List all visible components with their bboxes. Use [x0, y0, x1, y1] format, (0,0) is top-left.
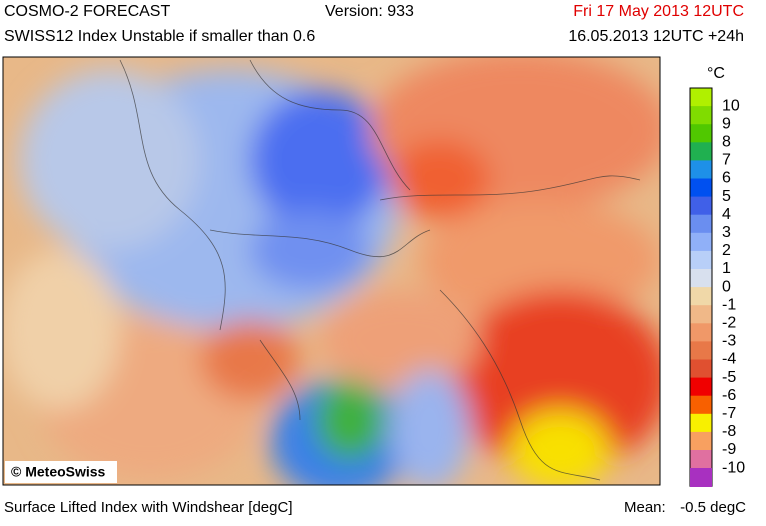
- legend-label: -10: [722, 459, 745, 476]
- legend-swatch: [690, 323, 712, 342]
- legend-label: 10: [722, 97, 740, 114]
- legend-swatch: [690, 250, 712, 270]
- mean-label: Mean:: [624, 499, 666, 516]
- legend-label: 2: [722, 242, 731, 259]
- legend-swatch: [690, 341, 712, 360]
- legend-label: -2: [722, 315, 736, 332]
- legend-label: -1: [722, 296, 736, 313]
- legend-label: -5: [722, 369, 736, 386]
- legend-label: -3: [722, 333, 736, 350]
- legend-swatch: [690, 232, 712, 252]
- map-frame: [2, 56, 661, 486]
- legend-unit: °C: [707, 65, 725, 82]
- run-time: 16.05.2013 12UTC +24h: [568, 28, 744, 45]
- legend-label: -6: [722, 387, 736, 404]
- legend-swatch: [690, 160, 712, 179]
- legend-label: -9: [722, 441, 736, 458]
- legend-swatch: [690, 377, 712, 397]
- legend-swatch: [690, 269, 712, 288]
- legend-swatch: [690, 431, 712, 451]
- legend-swatch: [690, 305, 712, 324]
- footer-description: Surface Lifted Index with Windshear [deg…: [4, 499, 293, 516]
- legend-swatch: [690, 359, 712, 379]
- legend-swatch: [690, 88, 712, 107]
- legend-swatch: [690, 106, 712, 125]
- legend-label: 5: [722, 188, 731, 205]
- mean-value: -0.5 degC: [680, 499, 746, 516]
- legend-label: 7: [722, 152, 731, 169]
- legend-swatch: [690, 287, 712, 306]
- subtitle: SWISS12 Index Unstable if smaller than 0…: [4, 28, 315, 45]
- legend-label: -8: [722, 423, 736, 440]
- legend-swatch: [690, 214, 712, 234]
- legend-label: 0: [722, 278, 731, 295]
- legend-label: 8: [722, 134, 731, 151]
- legend-label: 1: [722, 260, 731, 277]
- legend-swatch: [690, 178, 712, 198]
- legend-label: -4: [722, 351, 736, 368]
- legend-label: 6: [722, 170, 731, 187]
- legend-swatch: [690, 450, 712, 469]
- legend-label: -7: [722, 405, 736, 422]
- credit: © MeteoSwiss: [11, 464, 106, 480]
- legend-label: 3: [722, 224, 731, 241]
- legend-swatch: [690, 413, 712, 433]
- legend-swatch: [690, 124, 712, 143]
- legend-swatch-extra: [690, 468, 712, 487]
- map: © MeteoSwiss: [3, 57, 660, 485]
- title: COSMO-2 FORECAST: [4, 3, 170, 20]
- valid-time: Fri 17 May 2013 12UTC: [573, 3, 744, 20]
- version: Version: 933: [325, 3, 414, 20]
- legend-label: 4: [722, 206, 731, 223]
- legend-swatch: [690, 196, 712, 216]
- legend-swatch: [690, 142, 712, 161]
- legend-label: 9: [722, 115, 731, 132]
- legend-swatch: [690, 395, 712, 415]
